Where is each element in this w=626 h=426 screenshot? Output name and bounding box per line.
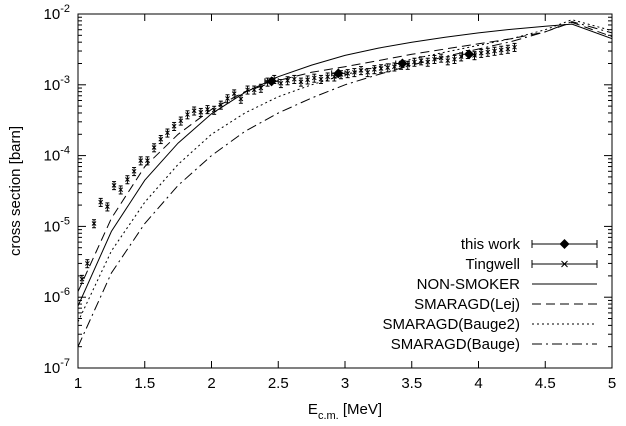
- data-point: [385, 65, 391, 70]
- data-point: [165, 130, 170, 136]
- curve-line: [78, 21, 612, 347]
- ticks: 1 1.5 2 2.5 3 3.5 4 4.5 5 10-7 10-6 10-5 10-4 10-3 10-…: [44, 3, 617, 392]
- data-point: [185, 112, 190, 117]
- x-tick-label: 3.5: [401, 375, 422, 392]
- data-point: [291, 76, 297, 82]
- data-point: [478, 50, 484, 56]
- y-tick-label: 10-4: [44, 145, 70, 165]
- data-point: [118, 187, 124, 193]
- data-point: [465, 51, 471, 57]
- data-point: [318, 76, 324, 82]
- series-layer: [78, 19, 612, 347]
- data-point: [151, 145, 157, 150]
- data-point: [79, 276, 85, 282]
- data-point: [145, 158, 150, 163]
- legend-key-marker: [559, 239, 570, 249]
- data-point: [131, 168, 137, 174]
- data-point: [452, 56, 457, 62]
- data-point: [331, 74, 337, 80]
- legend-label: this work: [461, 236, 521, 253]
- legend-label: Tingwell: [466, 256, 520, 273]
- y-tick-label: 10-5: [44, 215, 70, 235]
- curve-line: [78, 23, 612, 307]
- data-point: [464, 49, 475, 60]
- data-point: [285, 78, 290, 83]
- legend-key-marker: [561, 260, 568, 268]
- data-point: [278, 80, 284, 86]
- data-point: [198, 109, 204, 115]
- data-point: [298, 79, 304, 85]
- x-tick-label: 2: [207, 375, 215, 392]
- data-point: [405, 62, 411, 68]
- x-axis-title-main: E: [308, 401, 318, 418]
- data-point: [365, 69, 371, 75]
- y-tick-label: 10-2: [44, 3, 70, 23]
- legend: this work Tingwell NON-SMOKER SMARAGD(Lej) S…: [382, 236, 598, 353]
- data-point: [238, 96, 244, 102]
- data-point: [225, 96, 230, 101]
- data-point: [311, 75, 317, 81]
- x-tick-label: 1.5: [134, 375, 155, 392]
- data-point: [458, 54, 464, 59]
- data-point: [305, 77, 310, 83]
- data-point: [345, 71, 351, 76]
- curve-line: [78, 19, 612, 323]
- series-smaragd-bauge2-: [78, 19, 612, 323]
- x-tick-label: 3: [341, 375, 349, 392]
- data-point: [485, 49, 491, 55]
- y-tick-label: 10-6: [44, 286, 70, 306]
- data-point: [158, 136, 164, 142]
- x-axis-title-unit: [MeV]: [339, 401, 382, 418]
- curve-line: [78, 21, 612, 292]
- x-tick-label: 1: [74, 375, 82, 392]
- data-point: [171, 123, 177, 129]
- series-smaragd-bauge-: [78, 21, 612, 347]
- x-axis-title: Ec.m. [MeV]: [308, 401, 382, 422]
- data-point: [191, 108, 197, 114]
- y-tick-label: 10-7: [44, 357, 70, 377]
- legend-label: SMARAGD(Lej): [414, 296, 520, 313]
- x-tick-label: 4: [474, 375, 482, 392]
- data-point: [231, 91, 237, 96]
- x-axis-title-subscript: c.m.: [318, 410, 339, 422]
- y-tick-label: 10-3: [44, 74, 70, 94]
- legend-label: SMARAGD(Bauge2): [382, 316, 520, 333]
- data-point: [512, 44, 517, 50]
- series-tingwell: [79, 42, 517, 284]
- x-tick-label: 4.5: [535, 375, 556, 392]
- x-tick-label: 5: [608, 375, 616, 392]
- data-point: [498, 47, 504, 53]
- data-point: [412, 59, 417, 65]
- data-point: [372, 67, 377, 72]
- data-point: [351, 69, 357, 75]
- data-point: [91, 221, 97, 226]
- data-point: [125, 177, 130, 182]
- data-point: [398, 62, 404, 68]
- data-point: [505, 46, 511, 52]
- series-non-smoker: [78, 23, 612, 307]
- legend-label: SMARAGD(Bauge): [391, 336, 520, 353]
- data-point: [325, 74, 330, 80]
- x-tick-label: 2.5: [268, 375, 289, 392]
- data-point: [105, 204, 110, 210]
- series-smaragd-lej-: [78, 21, 612, 292]
- data-point: [138, 158, 144, 163]
- data-point: [445, 58, 451, 63]
- data-point: [472, 53, 477, 58]
- data-point: [111, 182, 117, 188]
- data-point: [392, 64, 397, 70]
- data-point: [178, 118, 184, 124]
- data-point: [98, 199, 104, 205]
- data-point: [84, 261, 90, 266]
- data-point: [205, 106, 210, 112]
- legend-label: NON-SMOKER: [417, 276, 521, 293]
- data-point: [492, 48, 497, 54]
- y-axis-title: cross section [barn]: [7, 126, 24, 256]
- data-point: [378, 66, 384, 71]
